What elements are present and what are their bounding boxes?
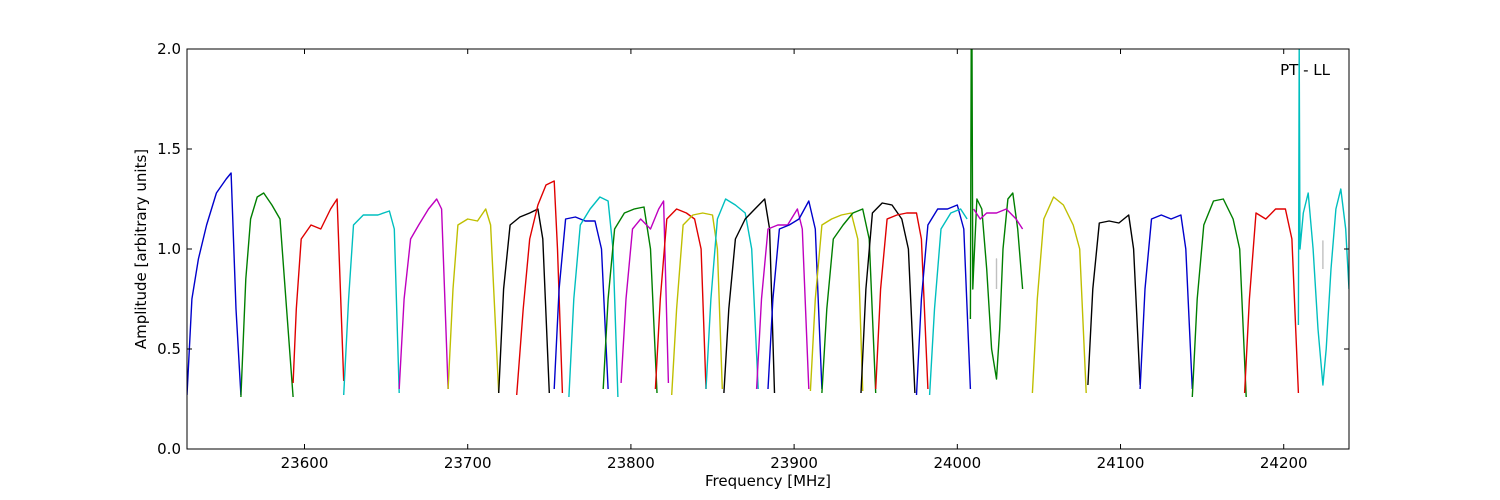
series-line-7 (498, 208, 550, 394)
series-line-13 (654, 208, 707, 390)
series-line-19 (809, 212, 864, 392)
series-line-1 (187, 172, 242, 396)
series-line-8 (516, 180, 564, 396)
series-line-5 (398, 198, 449, 390)
series-line-32 (1243, 208, 1300, 394)
series-line-9 (553, 216, 609, 390)
series-line-33 (1297, 49, 1349, 386)
series-line-10 (568, 196, 619, 398)
series-line-21 (860, 202, 916, 394)
series-line-6 (447, 208, 500, 394)
series-line-30 (1139, 214, 1193, 390)
series-line-22 (875, 212, 929, 390)
series-line-3 (292, 198, 345, 384)
series-line-24 (928, 208, 968, 396)
series-line-12 (620, 200, 670, 384)
series-line-31 (1191, 198, 1247, 398)
series-line-23 (915, 204, 972, 396)
x-tick-label: 23700 (444, 454, 492, 472)
y-tick-label: 1.0 (157, 240, 181, 258)
y-tick-label: 2.0 (157, 40, 181, 58)
x-tick-label: 23800 (607, 454, 655, 472)
series-line-11 (602, 206, 658, 394)
series-line-28 (1031, 196, 1087, 394)
y-axis-label: Amplitude [arbitrary units] (132, 149, 150, 349)
x-tick-label: 24200 (1260, 454, 1308, 472)
series-line-14 (671, 212, 723, 396)
x-tick-label: 24000 (933, 454, 981, 472)
y-tick-label: 1.5 (157, 140, 181, 158)
series-line-18 (767, 200, 823, 390)
y-tick-label: 0.0 (157, 440, 181, 458)
annotation: PT - LL (1280, 61, 1331, 79)
series-line-15 (705, 198, 759, 390)
x-axis-label: Frequency [MHz] (705, 472, 831, 490)
series-line-4 (343, 210, 400, 396)
series-line-29 (1087, 214, 1141, 386)
series-line-26 (973, 208, 1024, 230)
series-line-16 (723, 198, 776, 394)
ticks-layer: 23600 23700 23800 23900 24000 24100 24200 0.0 0.… (157, 40, 1349, 472)
series-layer (187, 49, 1349, 398)
y-tick-label: 0.5 (157, 340, 181, 358)
series-line-20 (821, 208, 877, 394)
series-line-2 (240, 192, 294, 398)
x-tick-label: 23600 (281, 454, 329, 472)
x-tick-label: 23900 (770, 454, 818, 472)
series-line-17 (755, 208, 810, 390)
series-line-25 (969, 49, 1024, 380)
x-tick-label: 24100 (1097, 454, 1145, 472)
